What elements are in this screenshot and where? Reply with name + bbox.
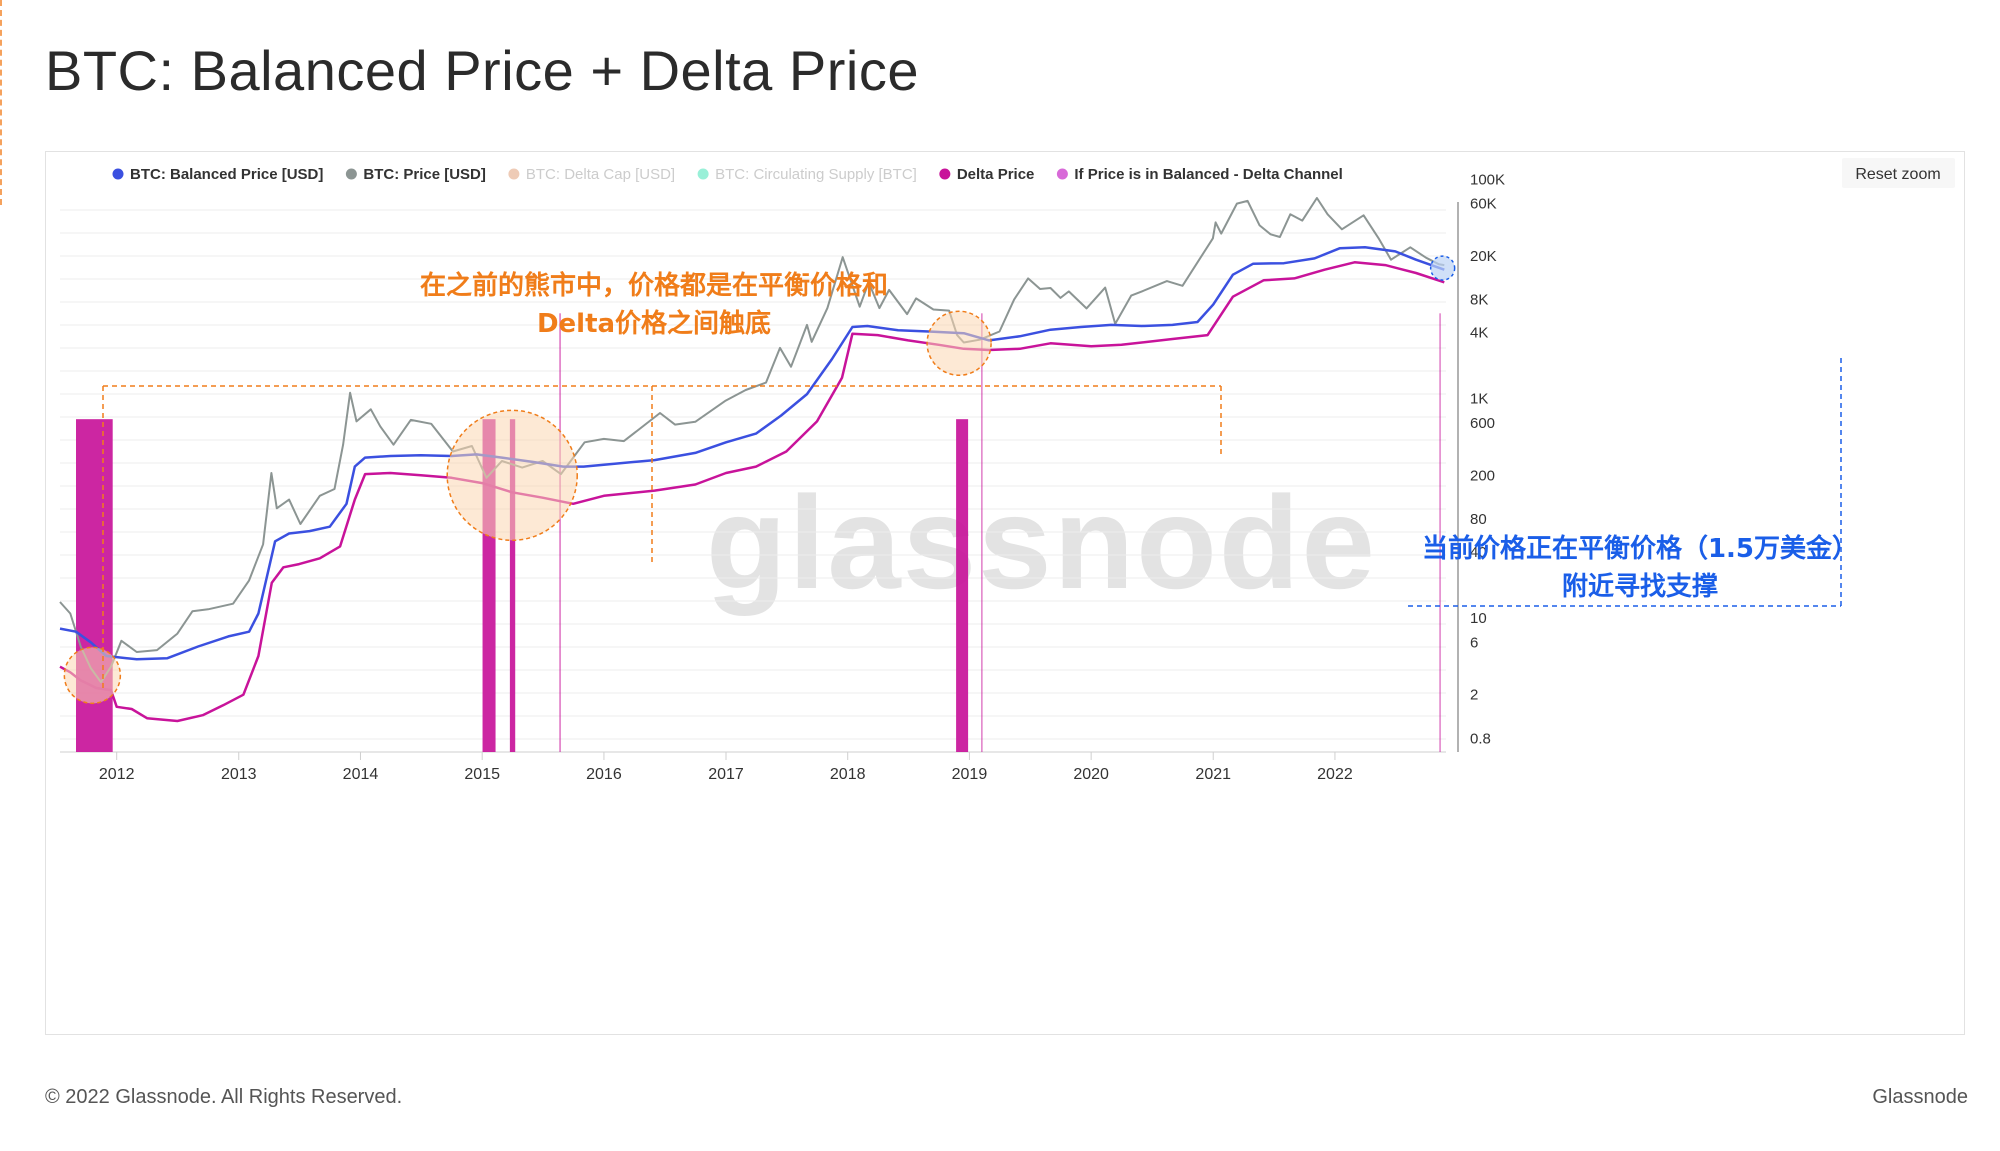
x-tick-label: 2013 [221,766,257,783]
legend-label[interactable]: BTC: Delta Cap [USD] [526,166,675,183]
legend-item-0[interactable]: BTC: Balanced Price [USD] [112,166,324,183]
x-tick-label: 2021 [1195,766,1231,783]
y-tick-label: 2 [1470,687,1478,704]
page-title: BTC: Balanced Price + Delta Price [45,39,919,102]
y-tick-label: 100K [1470,171,1505,188]
chart-svg: glassnode 100K 60K 20K 8K 4K 1K 600 200 80 40 10 6 2… [59,158,1955,783]
y-tick-label: 80 [1470,511,1487,528]
y-tick-label: 60K [1470,196,1497,213]
watermark-text: glassnode [706,469,1377,616]
legend-label[interactable]: Delta Price [957,166,1035,183]
series-line-delta-price [59,261,1445,723]
series-line-btc-price-usd [59,197,1445,684]
reset-zoom-label[interactable]: Reset zoom [1855,166,1940,183]
channel-signal-bar-5 [981,313,983,752]
highlight-circle-2018 [926,310,992,377]
legend-marker[interactable] [697,168,709,180]
legend-marker[interactable] [112,168,124,180]
legend-label[interactable]: If Price is in Balanced - Delta Channel [1074,166,1342,183]
blue-annotation-line1: 当前价格正在平衡价格（1.5万美金） [1422,533,1858,564]
grid-lines [60,209,1446,753]
highlight-circle-2022 [1429,255,1456,281]
legend-item-5[interactable]: If Price is in Balanced - Delta Channel [1056,166,1343,183]
x-tick-label: 2014 [343,766,379,783]
chart-container: glassnode 100K 60K 20K 8K 4K 1K 600 200 80 40 10 6 2… [45,151,1965,1035]
legend-label[interactable]: BTC: Circulating Supply [BTC] [715,166,917,183]
channel-signal-bar-3 [559,313,561,752]
legend-item-4[interactable]: Delta Price [939,166,1034,183]
legend: BTC: Balanced Price [USD] BTC: Price [USD… [112,166,1343,183]
channel-signal-bar-4 [956,419,969,752]
x-tick-label: 2020 [1073,766,1109,783]
reset-zoom-bg[interactable] [1842,158,1955,188]
y-tick-label: 40 [1470,544,1487,561]
legend-item-2[interactable]: BTC: Delta Cap [USD] [508,166,675,183]
copyright-footer: © 2022 Glassnode. All Rights Reserved. [45,1086,403,1108]
legend-label[interactable]: BTC: Balanced Price [USD] [130,166,323,183]
y-axis: 100K 60K 20K 8K 4K 1K 600 200 80 40 10 6 2 0.8 [1457,171,1505,752]
annotation-overlays [63,255,1842,705]
x-tick-label: 2018 [830,766,866,783]
reset-zoom-button[interactable]: Reset zoom [1842,158,1955,188]
legend-marker[interactable] [345,168,357,180]
y-tick-label: 4K [1470,325,1488,342]
y-tick-label: 1K [1470,391,1488,408]
series-line-btc-balanced-price-usd [59,246,1445,661]
legend-marker[interactable] [1056,168,1068,180]
x-tick-label: 2019 [952,766,988,783]
channel-signal-bar-2 [509,419,516,752]
y-tick-label: 10 [1470,610,1487,627]
orange-annotation-line1: 在之前的熊市中，价格都是在平衡价格和 [420,270,888,301]
series-lines [59,197,1445,723]
x-tick-label: 2012 [99,766,135,783]
legend-marker[interactable] [508,168,520,180]
y-tick-label: 20K [1470,248,1497,265]
x-tick-label: 2022 [1317,766,1353,783]
orange-annotation-line2: Delta价格之间触底 [537,308,771,339]
x-tick-label: 2016 [586,766,622,783]
channel-signal-bar-6 [1439,313,1441,752]
legend-label[interactable]: BTC: Price [USD] [363,166,486,183]
legend-item-3[interactable]: BTC: Circulating Supply [BTC] [697,166,917,183]
orange-annotation: 在之前的熊市中，价格都是在平衡价格和 Delta价格之间触底 [420,270,888,339]
x-axis: 2012 2013 2014 2015 2016 2017 2018 2019 2020 2021… [99,752,1353,783]
highlight-circle-2011 [63,646,122,705]
legend-item-1[interactable]: BTC: Price [USD] [345,166,486,183]
x-tick-label: 2015 [464,766,500,783]
y-tick-label: 6 [1470,634,1478,651]
left-dashed-marker [0,0,2,205]
highlight-circle-2015 [446,409,578,542]
blue-annotation-line2: 附近寻找支撑 [1562,572,1718,602]
x-tick-label: 2017 [708,766,744,783]
y-tick-label: 600 [1470,415,1495,432]
blue-annotation: 当前价格正在平衡价格（1.5万美金） 附近寻找支撑 [1422,533,1858,602]
y-tick-label: 8K [1470,292,1488,309]
y-tick-label: 0.8 [1470,730,1491,747]
y-tick-label: 200 [1470,467,1495,484]
brand-footer: Glassnode [1872,1086,1968,1108]
legend-marker[interactable] [939,168,951,180]
